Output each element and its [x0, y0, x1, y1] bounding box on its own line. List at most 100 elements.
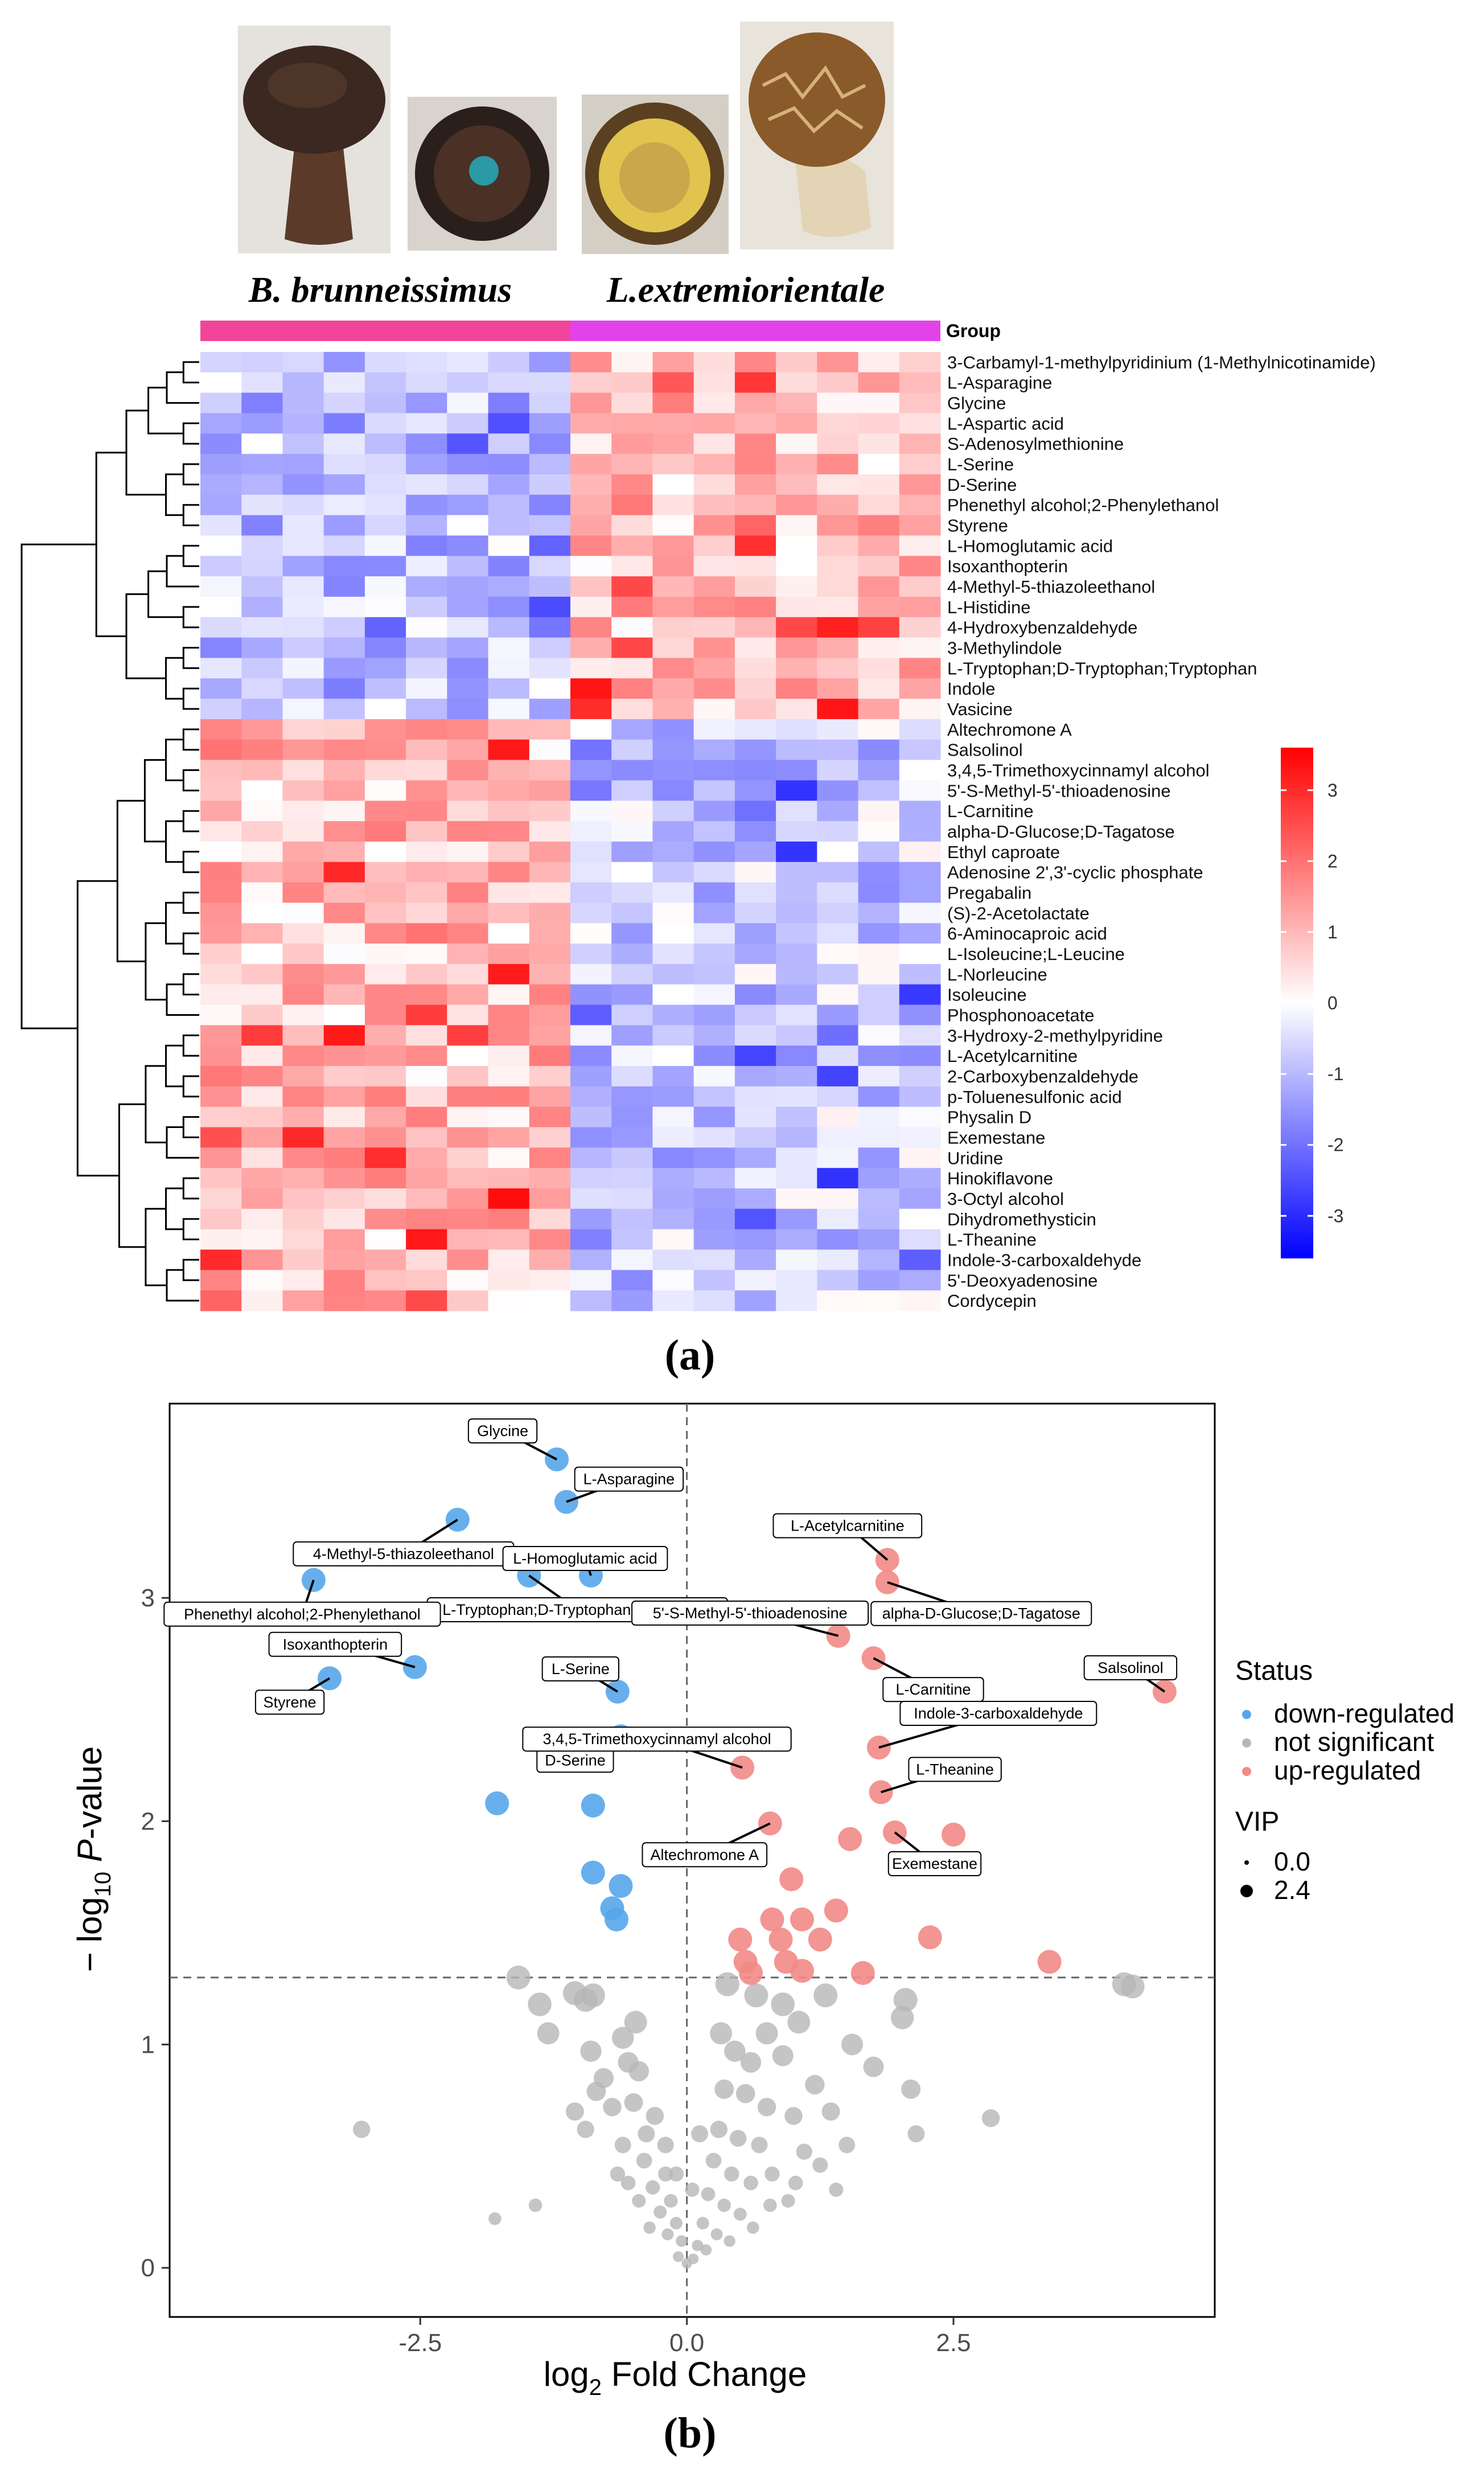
legend-status-key	[1242, 1767, 1251, 1776]
heatmap-cell	[652, 454, 694, 475]
plot-frame	[168, 1402, 1216, 2318]
point-not-significant	[620, 2175, 636, 2191]
heatmap-cell	[611, 699, 653, 720]
heatmap-cell	[693, 719, 735, 740]
heatmap-cell	[447, 1188, 489, 1209]
heatmap-cell	[200, 739, 242, 761]
point-up-regulated	[808, 1927, 832, 1952]
heatmap-cell	[282, 515, 324, 536]
label-box	[502, 1546, 668, 1571]
heatmap-row-labels: 3-Carbamyl-1-methylpyridinium (1-Methyln…	[947, 352, 1376, 1311]
heatmap-cell	[406, 352, 447, 373]
label-box	[467, 1418, 538, 1443]
heatmap-cell	[529, 1249, 571, 1270]
heatmap-cell	[611, 617, 653, 638]
heatmap-cell	[611, 1045, 653, 1067]
point-not-significant	[805, 2074, 825, 2095]
heatmap-cell	[488, 1229, 530, 1250]
point-down-regulated	[605, 1679, 630, 1704]
x-axis-title-main: log	[544, 2355, 589, 2393]
heatmap-cell	[447, 413, 489, 434]
heatmap-cell	[899, 1147, 941, 1168]
heatmap-cell	[693, 821, 735, 842]
heatmap-cell	[858, 678, 900, 699]
heatmap-cell	[899, 494, 941, 516]
heatmap-cell	[652, 515, 694, 536]
heatmap-cell	[200, 1025, 242, 1046]
heatmap-cell	[364, 1025, 406, 1046]
heatmap-cell	[488, 413, 530, 434]
colorbar-tick-label: -3	[1327, 1205, 1343, 1226]
point-not-significant	[643, 2221, 656, 2234]
heatmap-cell	[776, 372, 817, 393]
heatmap-cell	[529, 617, 571, 638]
heatmap-cell	[693, 413, 735, 434]
heatmap-cell	[447, 821, 489, 842]
legend-status-key	[1242, 1710, 1251, 1719]
heatmap-cell	[693, 1249, 735, 1270]
row-label: L-Homoglutamic acid	[947, 536, 1113, 556]
heatmap-cell	[570, 515, 612, 536]
heatmap-cell	[693, 1025, 735, 1046]
heatmap-cell	[611, 944, 653, 965]
heatmap-cell	[570, 1025, 612, 1046]
heatmap-cell	[570, 963, 612, 985]
heatmap-cell	[693, 372, 735, 393]
heatmap-cell	[200, 1147, 242, 1168]
heatmap-cell	[323, 841, 365, 863]
dendrogram-branch	[166, 555, 199, 588]
point-not-significant	[893, 1988, 918, 2012]
heatmap-cell	[200, 923, 242, 944]
y-axis-title-p: P	[71, 1839, 109, 1862]
heatmap-cell	[323, 433, 365, 454]
heatmap-cell	[734, 433, 776, 454]
heatmap-cell	[858, 474, 900, 495]
point-not-significant	[657, 2136, 674, 2154]
heatmap-cell	[817, 1168, 859, 1189]
heatmap-cell	[406, 515, 447, 536]
heatmap-cell	[776, 556, 817, 577]
heatmap-cell	[282, 1290, 324, 1311]
heatmap-cell	[447, 841, 489, 863]
heatmap-cell	[529, 760, 571, 781]
heatmap-cell	[652, 963, 694, 985]
heatmap-cell	[529, 413, 571, 434]
heatmap-cell	[364, 494, 406, 516]
heatmap-cell	[200, 1188, 242, 1209]
heatmap-cell	[652, 1045, 694, 1067]
row-label: Salsolinol	[947, 740, 1023, 760]
heatmap-cell	[899, 1066, 941, 1087]
point-not-significant	[580, 2040, 602, 2062]
x-tick-label: 2.5	[936, 2329, 971, 2357]
heatmap-cell	[734, 658, 776, 679]
dendrogram-branch	[182, 769, 199, 791]
heatmap-cell	[364, 1045, 406, 1067]
heatmap-cell	[734, 1086, 776, 1108]
heatmap-cell	[364, 1290, 406, 1311]
heatmap-cell	[241, 1147, 283, 1168]
heatmap-cell	[570, 392, 612, 414]
heatmap-cell	[241, 372, 283, 393]
point-not-significant	[723, 2235, 735, 2247]
heatmap-cell	[406, 1270, 447, 1291]
y-tick-label: 2	[141, 1807, 155, 1835]
heatmap-cell	[364, 841, 406, 863]
heatmap-cell	[776, 1127, 817, 1148]
species-label-2: L.extremiorientale	[606, 269, 885, 310]
heatmap-cell	[776, 862, 817, 883]
heatmap-cell	[611, 433, 653, 454]
dendrogram-branch	[166, 371, 199, 404]
heatmap-cell	[776, 658, 817, 679]
heatmap-cell	[282, 1025, 324, 1046]
heatmap-cell	[488, 1025, 530, 1046]
heatmap-cell	[570, 1004, 612, 1026]
heatmap-cell	[241, 1066, 283, 1087]
heatmap-cell	[899, 617, 941, 638]
row-label: 3,4,5-Trimethoxycinnamyl alcohol	[947, 761, 1210, 781]
heatmap-cell	[529, 352, 571, 373]
heatmap-cell	[693, 454, 735, 475]
heatmap-cell	[652, 556, 694, 577]
heatmap-cell	[282, 739, 324, 761]
heatmap-cell	[488, 984, 530, 1006]
heatmap-cell	[899, 433, 941, 454]
